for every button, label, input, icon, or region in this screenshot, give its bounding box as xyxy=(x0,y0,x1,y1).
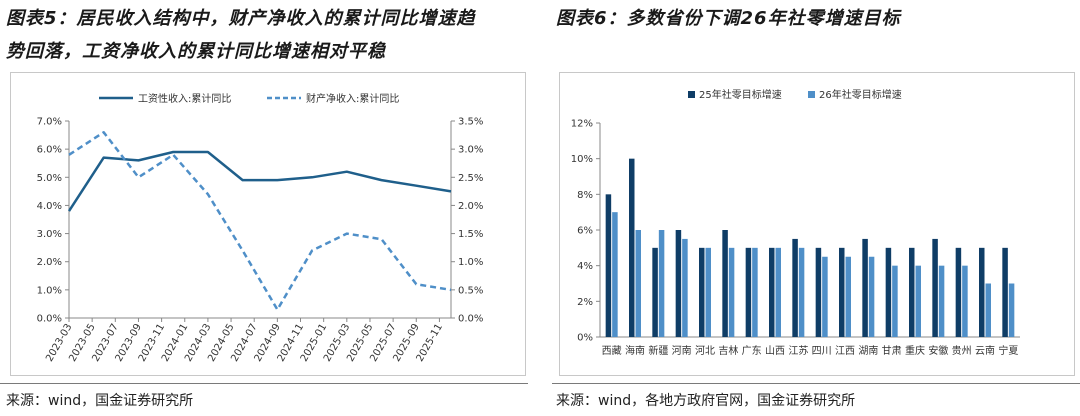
y-tick-label: 2% xyxy=(577,297,593,308)
bar-25 xyxy=(885,247,892,337)
bar-26 xyxy=(752,247,758,337)
bar-26 xyxy=(892,265,898,337)
right-title-line1: 图表6：多数省份下调26年社零增速目标 xyxy=(556,8,901,29)
left-y-tick-label: 0.0% xyxy=(37,314,62,325)
legend-swatch-25 xyxy=(688,91,695,98)
bar-26 xyxy=(798,247,805,337)
left-title-line1: 图表5：居民收入结构中，财产净收入的累计同比增速趋 xyxy=(6,8,476,29)
y-tick-label: 0% xyxy=(577,333,593,344)
x-category-label: 四川 xyxy=(812,346,832,357)
bar-25 xyxy=(629,158,635,337)
bar-25 xyxy=(862,238,868,337)
bar-25 xyxy=(839,247,845,337)
income-line-chart: 工资性收入:累计同比 财产净收入:累计同比 0.0% 1.0% 2.0% 3.0% 4.0%… xyxy=(10,72,526,376)
right-y-tick-label: 1.5% xyxy=(458,229,483,240)
legend-label-property: 财产净收入:累计同比 xyxy=(306,92,399,105)
left-y-tick-label: 1.0% xyxy=(37,285,62,296)
left-title-line2: 势回落，工资净收入的累计同比增速相对平稳 xyxy=(6,41,386,62)
x-category-label: 江苏 xyxy=(788,344,808,357)
x-category-label: 新疆 xyxy=(648,344,668,357)
left-source-note: 来源：wind，国金证券研究所 xyxy=(6,393,194,409)
left-source-divider xyxy=(0,383,528,384)
bar-26 xyxy=(612,212,618,337)
bar-26 xyxy=(1008,283,1015,337)
bar-26 xyxy=(728,247,735,337)
x-category-label: 海南 xyxy=(625,344,645,357)
left-y-tick-label: 6.0% xyxy=(37,145,62,156)
x-category-label: 宁夏 xyxy=(998,344,1018,357)
legend-label-wage: 工资性收入:累计同比 xyxy=(138,92,231,105)
x-category-label: 江西 xyxy=(835,345,855,357)
bar-25 xyxy=(815,247,822,337)
right-y-tick-label: 1.0% xyxy=(458,257,483,268)
bar-25 xyxy=(769,247,775,337)
x-category-label: 广东 xyxy=(742,344,762,357)
x-category-label: 河南 xyxy=(672,344,692,357)
right-y-tick-label: 2.0% xyxy=(458,201,483,212)
left-y-tick-label: 2.0% xyxy=(37,257,62,268)
y-tick-label: 8% xyxy=(577,190,593,201)
y-tick-label: 10% xyxy=(571,154,593,165)
bar-26 xyxy=(635,230,641,337)
bar-26 xyxy=(705,247,711,337)
right-y-tick-label: 3.0% xyxy=(458,145,483,156)
bar-25 xyxy=(605,194,612,337)
bar-25 xyxy=(979,247,985,337)
left-y-tick-label: 4.0% xyxy=(37,201,62,212)
bar-25 xyxy=(675,230,682,337)
bar-26 xyxy=(775,247,781,337)
right-y-tick-label: 0.0% xyxy=(458,314,483,325)
right-y-tick-label: 3.5% xyxy=(458,117,483,128)
x-category-label: 吉林 xyxy=(718,344,738,357)
legend-label-25: 25年社零目标增速 xyxy=(699,88,782,101)
legend-swatch-26 xyxy=(808,91,815,98)
bar-25 xyxy=(792,238,798,337)
y-tick-label: 6% xyxy=(577,226,593,237)
y-tick-label: 12% xyxy=(571,119,593,130)
bar-25 xyxy=(955,247,962,337)
retail-target-bar-chart-svg: 25年社零目标增速 26年社零目标增速 0% 2% 4% 6% 8% 10% 12% 西藏 海南 新疆… xyxy=(571,88,1020,357)
bar-25 xyxy=(932,238,938,337)
income-line-chart-svg: 工资性收入:累计同比 财产净收入:累计同比 0.0% 1.0% 2.0% 3.0% 4.0%… xyxy=(37,92,484,364)
right-y-tick-label: 0.5% xyxy=(458,285,483,296)
bar-26 xyxy=(658,230,665,337)
bar-26 xyxy=(868,256,875,337)
bar-26 xyxy=(962,265,968,337)
right-source-note: 来源：wind，各地方政府官网，国金证券研究所 xyxy=(556,393,856,409)
bar-25 xyxy=(909,247,915,337)
left-chart-title: 图表5：居民收入结构中，财产净收入的累计同比增速趋 势回落，工资净收入的累计同比… xyxy=(6,2,476,68)
series-line-property xyxy=(68,131,452,311)
x-category-label: 重庆 xyxy=(905,344,925,357)
x-category-label: 山西 xyxy=(765,345,785,357)
legend-label-26: 26年社零目标增速 xyxy=(819,88,902,101)
left-y-tick-label: 7.0% xyxy=(37,117,62,128)
bar-25 xyxy=(1002,247,1008,337)
x-category-label: 贵州 xyxy=(952,344,972,357)
right-y-tick-label: 2.5% xyxy=(458,173,483,184)
bar-25 xyxy=(722,230,728,337)
x-category-label: 河北 xyxy=(695,345,715,357)
left-y-tick-label: 3.0% xyxy=(37,229,62,240)
bar-26 xyxy=(682,238,688,337)
x-category-label: 甘肃 xyxy=(882,344,902,357)
bar-26 xyxy=(985,283,991,337)
bar-26 xyxy=(845,256,851,337)
x-category-label: 云南 xyxy=(975,344,995,357)
bar-25 xyxy=(699,247,705,337)
left-y-tick-label: 5.0% xyxy=(37,173,62,184)
right-chart-title: 图表6：多数省份下调26年社零增速目标 xyxy=(556,2,901,35)
series-line-wage xyxy=(67,150,452,212)
bar-25 xyxy=(745,247,752,337)
y-tick-label: 4% xyxy=(577,261,593,272)
x-category-label: 湖南 xyxy=(858,344,878,357)
retail-target-bar-chart: 25年社零目标增速 26年社零目标增速 0% 2% 4% 6% 8% 10% 12% 西藏 海南 新疆… xyxy=(559,72,1075,376)
x-category-label: 安徽 xyxy=(928,344,948,357)
bar-26 xyxy=(938,265,945,337)
right-source-divider xyxy=(552,383,1080,384)
bar-26 xyxy=(915,265,921,337)
bar-25 xyxy=(652,247,658,337)
x-category-label: 西藏 xyxy=(602,345,622,357)
bar-26 xyxy=(822,256,828,337)
